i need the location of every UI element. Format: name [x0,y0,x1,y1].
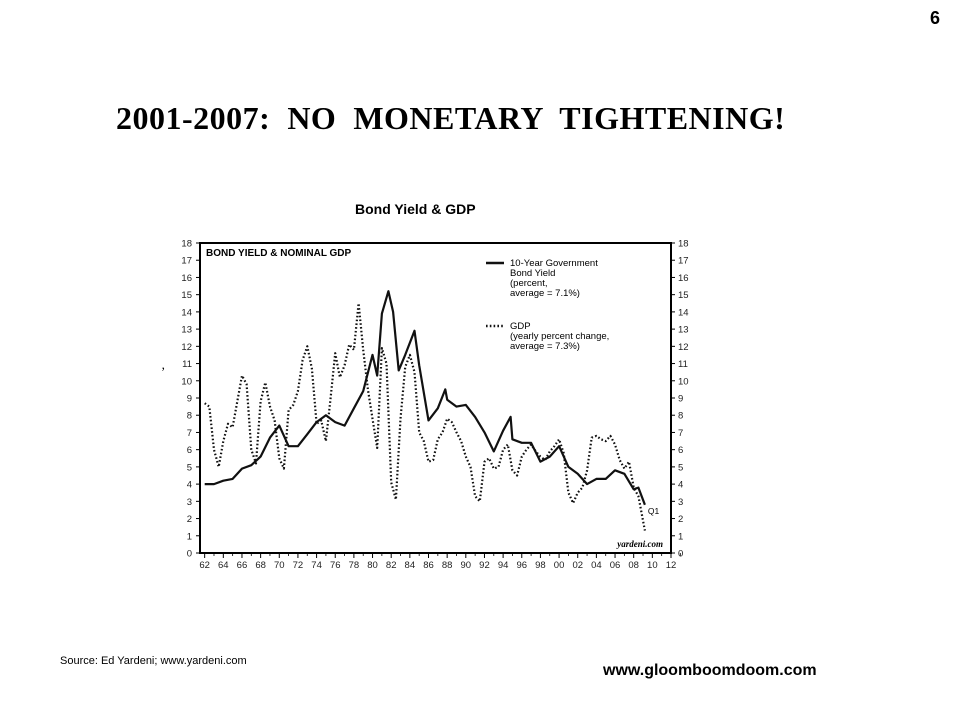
x-tick-label: 86 [423,560,434,571]
y-tick-label-right: 10 [678,376,689,387]
y-tick-label-left: 13 [181,325,192,336]
x-tick-label: 92 [479,560,490,571]
x-tick-label: 98 [535,560,546,571]
y-tick-label-right: 6 [678,445,683,456]
end-point-label: Q1 [648,506,660,516]
y-tick-label-left: 0 [187,549,192,560]
x-tick-label: 08 [628,560,639,571]
y-tick-label-right: 4 [678,480,683,491]
y-tick-label-left: 6 [187,445,192,456]
y-tick-label-right: 0 [678,549,683,560]
chart-title: BOND YIELD & NOMINAL GDP [206,248,352,259]
y-tick-label-left: 1 [187,531,192,542]
x-tick-label: 10 [647,560,658,571]
y-tick-label-right: 14 [678,307,689,318]
y-tick-label-left: 16 [181,273,192,284]
y-tick-label-left: 18 [181,239,192,250]
x-tick-label: 94 [498,560,509,571]
y-tick-label-right: 15 [678,290,689,301]
x-tick-label: 00 [554,560,565,571]
legend-label: average = 7.3%) [510,341,580,352]
x-tick-label: 90 [461,560,472,571]
x-tick-label: 12 [666,560,677,571]
y-tick-label-right: 5 [678,462,683,473]
y-tick-label-left: 14 [181,307,192,318]
y-tick-label-right: 3 [678,497,683,508]
x-tick-label: 72 [293,560,304,571]
y-tick-label-right: 8 [678,411,683,422]
x-tick-label: 76 [330,560,341,571]
y-tick-label-left: 17 [181,256,192,267]
y-tick-label-right: 17 [678,256,689,267]
x-tick-label: 62 [199,560,210,571]
x-tick-label: 66 [237,560,248,571]
y-tick-label-left: 8 [187,411,192,422]
y-tick-label-left: 10 [181,376,192,387]
y-tick-label-right: 2 [678,514,683,525]
y-tick-label-right: 13 [678,325,689,336]
x-tick-label: 96 [516,560,527,571]
y-tick-label-right: 11 [678,359,688,370]
y-tick-label-left: 3 [187,497,192,508]
y-tick-label-right: 18 [678,239,689,250]
x-tick-label: 04 [591,560,602,571]
x-tick-label: 88 [442,560,453,571]
gdp-series-line [204,302,646,531]
legend-label: (yearly percent change, [510,331,609,342]
y-tick-label-right: 9 [678,394,683,405]
x-tick-label: 02 [572,560,583,571]
x-tick-label: 68 [255,560,266,571]
x-tick-label: 64 [218,560,229,571]
x-tick-label: 06 [610,560,621,571]
legend-label: Bond Yield [510,268,555,279]
y-tick-label-left: 7 [187,428,192,439]
y-tick-label-left: 11 [182,359,192,370]
x-tick-label: 70 [274,560,285,571]
legend-label: GDP [510,321,531,332]
x-tick-label: 74 [311,560,322,571]
y-tick-label-left: 15 [181,290,192,301]
y-tick-label-right: 12 [678,342,689,353]
source-note: Source: Ed Yardeni; www.yardeni.com [60,655,247,667]
legend-label: 10-Year Government [510,258,598,269]
plot-frame [199,242,672,554]
x-tick-label: 78 [349,560,360,571]
y-tick-label-left: 9 [187,394,192,405]
yardeni-watermark: yardeni.com [616,539,663,549]
y-tick-label-left: 12 [181,342,192,353]
chart-caption: Bond Yield & GDP [355,201,476,217]
website-url: www.gloomboomdoom.com [603,662,817,679]
y-tick-label-left: 4 [187,480,192,491]
x-tick-label: 82 [386,560,397,571]
x-tick-label: 84 [405,560,416,571]
y-tick-label-left: 5 [187,462,192,473]
y-tick-label-left: 2 [187,514,192,525]
y-tick-label-right: 1 [678,531,683,542]
slide-number: 6 [929,8,940,28]
slide-title: 2001-2007: NO MONETARY TIGHTENING! [116,100,786,136]
x-tick-label: 80 [367,560,378,571]
bond-yield-series-line [204,290,646,506]
stray-mark: ’ [161,364,166,379]
legend-label: average = 7.1%) [510,288,580,299]
y-tick-label-right: 16 [678,273,689,284]
y-tick-label-right: 7 [678,428,683,439]
legend-label: (percent, [510,278,548,289]
